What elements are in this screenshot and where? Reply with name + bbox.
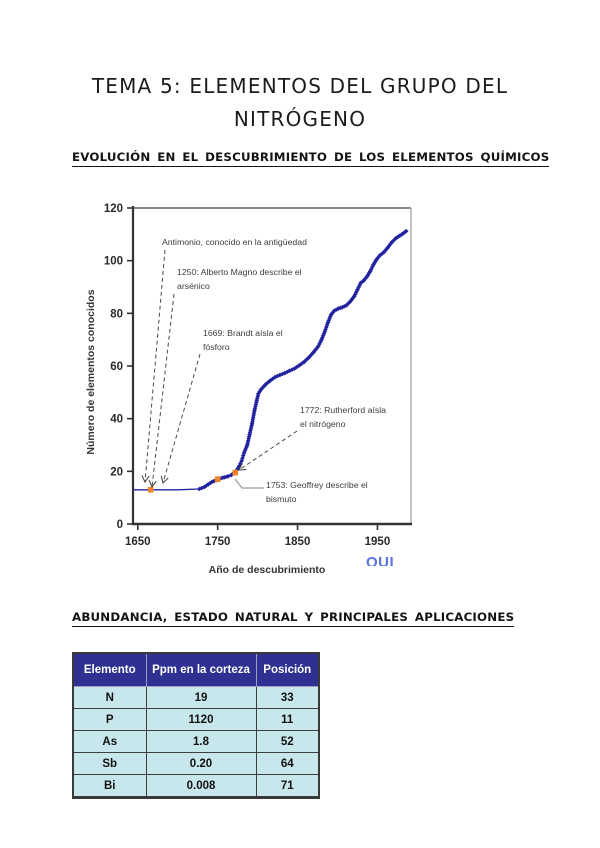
table-cell: 0.008: [145, 774, 257, 798]
annotation-arrow: [148, 293, 175, 489]
chart-annotation: 1669: Brandt aísla el fósforo: [203, 328, 283, 352]
table-cell: 33: [255, 686, 320, 709]
abundance-table-header-row: Elemento Ppm en la corteza Posición: [72, 652, 320, 687]
table-cell: 52: [255, 730, 320, 753]
table-cell: 64: [255, 752, 320, 775]
table-cell: 1120: [145, 708, 257, 731]
y-tick-label: 120: [104, 203, 123, 215]
y-tick-label: 20: [110, 466, 123, 478]
chart-annotation: Antimonio, conocido en la antigüedad: [162, 237, 307, 247]
x-tick-label: 1850: [285, 536, 311, 548]
x-tick-label: 1750: [205, 536, 231, 548]
page-title: TEMA 5: ELEMENTOS DEL GRUPO DEL NITRÓGEN…: [0, 70, 600, 136]
table-cell: 19: [145, 686, 257, 709]
page-title-line1: TEMA 5: ELEMENTOS DEL GRUPO DEL: [91, 74, 509, 98]
chart-annotation: 1250: Alberto Magno describe el arsénico: [177, 267, 302, 291]
table-cell: Sb: [72, 752, 147, 775]
discovery-chart: 0 20 40 60 80 100 120 1650 1750 1850 1950 Año de de…: [65, 192, 445, 592]
abundance-col-header-2: Posición: [255, 652, 320, 687]
discovery-chart-svg: 0 20 40 60 80 100 120 1650 1750 1850 1950 Año de de…: [85, 203, 412, 576]
highlight-point: [232, 469, 239, 476]
table-cell: 0.20: [145, 752, 257, 775]
table-row: Bi 0.008 71: [72, 774, 320, 798]
table-cell: 11: [255, 708, 320, 731]
table-row: As 1.8 52: [72, 730, 320, 753]
abundance-col-header-0: Elemento: [72, 652, 147, 687]
y-tick-label: 100: [104, 256, 123, 268]
table-cell: 1.8: [145, 730, 257, 753]
series-markers: [197, 228, 409, 492]
table-cell: P: [72, 708, 147, 731]
annotation-arrow: [160, 353, 201, 485]
table-cell: 71: [255, 774, 320, 798]
abundance-table: Elemento Ppm en la corteza Posición N 19 33 P…: [72, 652, 320, 799]
table-row: Sb 0.20 64: [72, 752, 320, 775]
highlight-point: [214, 476, 221, 483]
y-tick-label: 40: [110, 414, 123, 426]
x-axis-label: Año de descubrimiento: [209, 564, 326, 576]
abundance-col-header-1: Ppm en la corteza: [145, 652, 257, 687]
chart-annotation: 1772: Rutherford aísla el nitrógeno: [300, 405, 386, 429]
table-row: N 19 33: [72, 686, 320, 709]
table-cell: As: [72, 730, 147, 753]
section-heading-abundancia: ABUNDANCIA, ESTADO NATURAL Y PRINCIPALES…: [72, 610, 515, 627]
table-cell: N: [72, 686, 147, 709]
section-heading-evolucion: EVOLUCIÓN EN EL DESCUBRIMIENTO DE LOS EL…: [72, 150, 550, 167]
y-tick-label: 60: [110, 361, 123, 373]
annotation-arrow: [141, 249, 166, 484]
x-tick-label: 1950: [365, 536, 391, 548]
watermark-partial: QUI: [366, 556, 395, 566]
y-axis-label: Número de elementos conocidos: [85, 289, 97, 454]
highlight-point: [147, 486, 154, 493]
table-row: P 1120 11: [72, 708, 320, 731]
table-cell: Bi: [72, 774, 147, 798]
annotation-connector: [234, 478, 264, 489]
annotation-arrow: [238, 430, 298, 471]
y-tick-label: 0: [117, 519, 123, 531]
y-tick-label: 80: [110, 308, 123, 320]
page-title-line2: NITRÓGENO: [233, 107, 367, 131]
chart-annotation: 1753: Geoffrey describe el bismuto: [266, 480, 368, 504]
x-tick-label: 1650: [125, 536, 151, 548]
